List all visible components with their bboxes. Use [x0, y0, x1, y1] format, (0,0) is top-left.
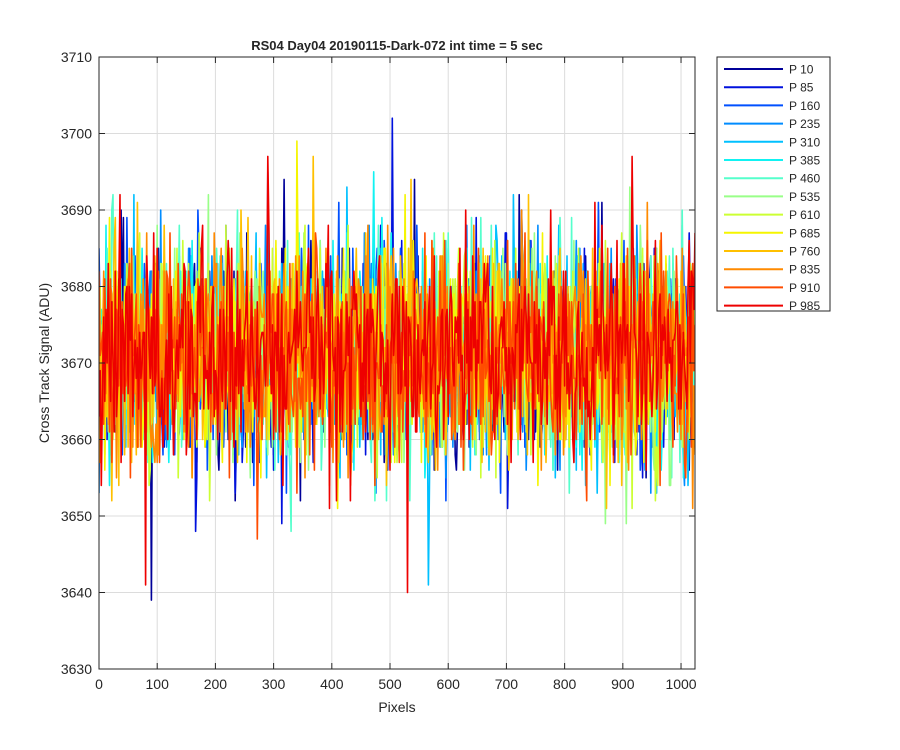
legend-label: P 910 — [789, 281, 820, 295]
legend-items: P 10 P 85 P 160 P 235 P 310 P 385 P 460 P 535 P … — [724, 63, 820, 313]
x-tick-label: 100 — [146, 676, 170, 692]
chart-title: RS04 Day04 20190115-Dark-072 int time = … — [251, 38, 543, 53]
legend-label: P 10 — [789, 63, 814, 77]
y-tick-label: 3690 — [61, 202, 92, 218]
y-axis-ticks: 3630 3640 3650 3660 3670 3680 3690 3700 3710 — [61, 49, 695, 677]
y-axis-label: Cross Track Signal (ADU) — [36, 283, 52, 443]
x-tick-label: 700 — [495, 676, 519, 692]
y-tick-label: 3700 — [61, 126, 92, 142]
x-tick-label: 200 — [204, 676, 228, 692]
y-tick-label: 3680 — [61, 279, 92, 295]
legend: P 10 P 85 P 160 P 235 P 310 P 385 P 460 P 535 P … — [716, 56, 831, 313]
legend-label: P 385 — [789, 154, 820, 168]
y-tick-label: 3640 — [61, 585, 92, 601]
legend-label: P 835 — [789, 263, 820, 277]
legend-label: P 160 — [789, 99, 820, 113]
y-tick-label: 3660 — [61, 432, 92, 448]
legend-label: P 685 — [789, 226, 820, 240]
legend-label: P 235 — [789, 117, 820, 131]
x-tick-label: 0 — [95, 676, 103, 692]
legend-label: P 985 — [789, 299, 820, 313]
y-tick-label: 3710 — [61, 49, 92, 65]
legend-label: P 85 — [789, 81, 814, 95]
x-tick-label: 1000 — [665, 676, 696, 692]
y-tick-label: 3650 — [61, 508, 92, 524]
legend-label: P 610 — [789, 208, 820, 222]
legend-label: P 310 — [789, 135, 820, 149]
y-tick-label: 3630 — [61, 661, 92, 677]
x-tick-label: 900 — [611, 676, 635, 692]
legend-label: P 760 — [789, 245, 820, 259]
x-axis-label: Pixels — [378, 699, 415, 715]
x-axis-ticks: 0 100 200 300 400 500 600 700 800 900 1000 — [95, 57, 697, 692]
y-tick-label: 3670 — [61, 355, 92, 371]
x-tick-label: 500 — [378, 676, 402, 692]
legend-label: P 460 — [789, 172, 820, 186]
x-tick-label: 600 — [437, 676, 461, 692]
x-tick-label: 400 — [320, 676, 344, 692]
legend-label: P 535 — [789, 190, 820, 204]
series-lines — [99, 117, 695, 601]
x-tick-label: 800 — [553, 676, 577, 692]
x-tick-label: 300 — [262, 676, 286, 692]
series-line-p985 — [99, 155, 695, 594]
